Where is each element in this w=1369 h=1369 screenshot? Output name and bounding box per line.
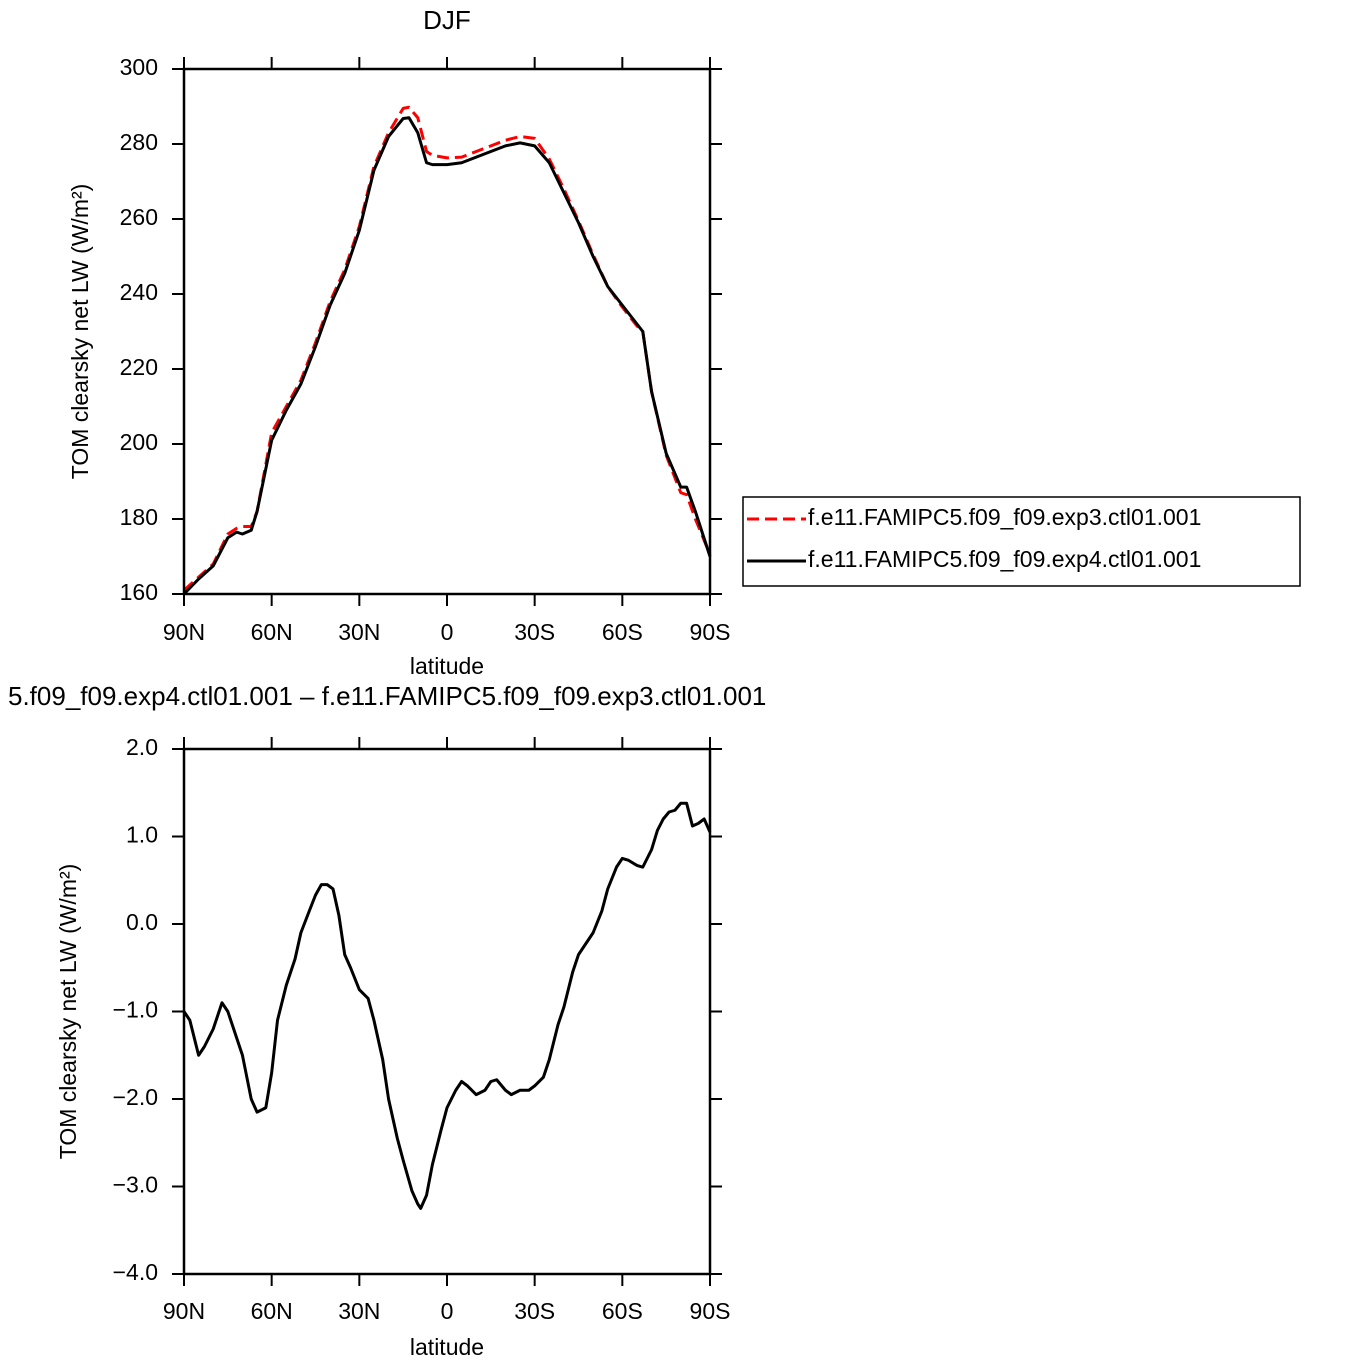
data-line [182,116,712,596]
plot-frame [182,747,712,1276]
x-tick-label: 30N [338,1298,380,1324]
x-axis-label: latitude [410,1334,484,1360]
x-tick-label: 60S [602,1298,643,1324]
x-tick-label: 0 [441,1298,454,1324]
chart-title: DJF [423,5,471,35]
y-tick-label: −2.0 [113,1084,158,1110]
y-tick-label: 2.0 [126,734,158,760]
y-tick-label: 300 [120,54,158,80]
y-tick-label: 260 [120,204,158,230]
x-tick-label: 90N [163,1298,205,1324]
x-tick-label: 90S [690,1298,731,1324]
y-tick-label: 220 [120,354,158,380]
y-tick-label: −4.0 [113,1259,158,1285]
x-tick-label: 90N [163,619,205,645]
x-tick-label: 60N [251,1298,293,1324]
x-tick-label: 60S [602,619,643,645]
x-tick-label: 90S [690,619,731,645]
legend-label: f.e11.FAMIPC5.f09_f09.exp4.ctl01.001 [808,546,1201,572]
y-tick-label: −1.0 [113,997,158,1023]
y-tick-label: 200 [120,429,158,455]
data-line [182,105,712,592]
y-tick-label: 280 [120,129,158,155]
data-line [182,801,712,1210]
x-tick-label: 30S [514,619,555,645]
legend-box [742,496,1301,587]
y-tick-label: 180 [120,504,158,530]
chart-title: 5.f09_f09.exp4.ctl01.001 – f.e11.FAMIPC5… [8,681,766,711]
y-tick-label: −3.0 [113,1172,158,1198]
plot-frame [182,67,712,596]
x-axis-label: latitude [410,653,484,679]
y-tick-label: 240 [120,279,158,305]
x-tick-label: 30S [514,1298,555,1324]
x-tick-label: 0 [441,619,454,645]
y-axis-label: TOM clearsky net LW (W/m²) [67,184,93,480]
y-tick-label: 160 [120,579,158,605]
y-tick-label: 0.0 [126,909,158,935]
legend-label: f.e11.FAMIPC5.f09_f09.exp3.ctl01.001 [808,504,1201,530]
y-tick-label: 1.0 [126,822,158,848]
x-tick-label: 60N [251,619,293,645]
y-axis-label: TOM clearsky net LW (W/m²) [55,864,81,1160]
x-tick-label: 30N [338,619,380,645]
